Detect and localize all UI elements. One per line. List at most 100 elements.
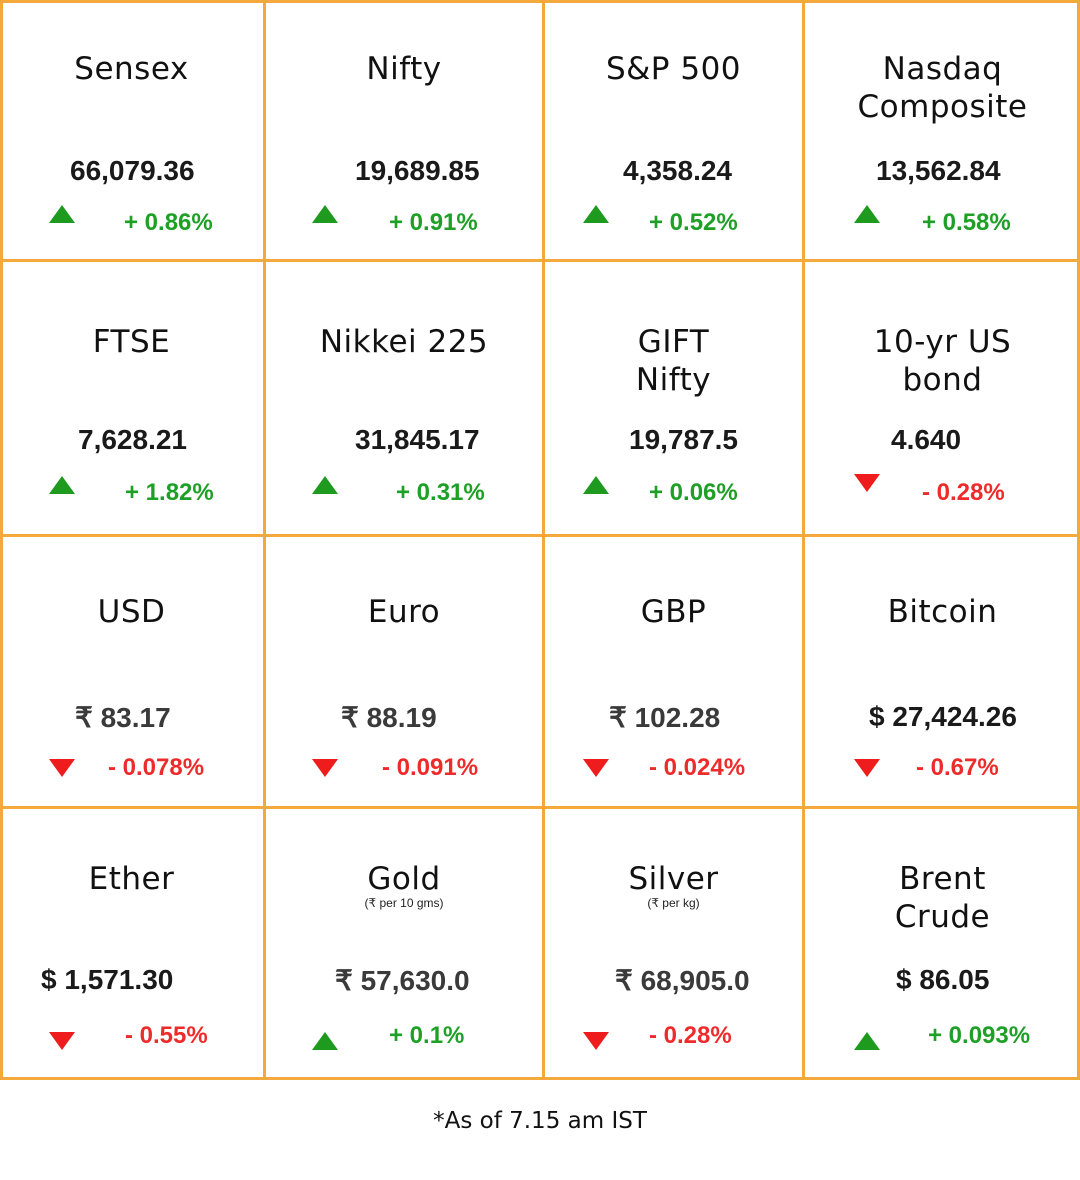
- cell-value: ₹ 102.28: [609, 702, 721, 733]
- cell-title-line: GBP: [640, 594, 707, 630]
- cell-value: 4,358.24: [623, 155, 732, 186]
- cell-value: $ 1,571.30: [41, 964, 174, 995]
- cell-title: FTSE: [0, 323, 263, 361]
- cell-change: + 0.06%: [649, 479, 738, 506]
- cell-title-line: 10-yr US: [873, 324, 1012, 360]
- cell-title: Nasdaq Composite: [805, 50, 1080, 126]
- cell-change: + 0.86%: [124, 209, 213, 236]
- up-arrow-icon: [583, 476, 609, 494]
- market-cell: Silver (₹ per kg) ₹ 68,905.0 - 0.28%: [545, 809, 805, 1080]
- cell-title-line: Crude: [894, 899, 991, 935]
- down-arrow-icon: [854, 759, 880, 777]
- cell-title: Ether: [0, 860, 263, 898]
- up-arrow-icon: [583, 205, 609, 223]
- market-cell: Brent Crude $ 86.05 + 0.093%: [805, 809, 1080, 1080]
- cell-change: - 0.28%: [922, 479, 1005, 506]
- cell-unit: (₹ per 10 gms): [364, 896, 444, 910]
- cell-title: Brent Crude: [805, 860, 1080, 936]
- cell-unit: (₹ per kg): [647, 896, 700, 910]
- cell-title-line: Silver: [628, 861, 719, 897]
- cell-title-line: bond: [902, 362, 983, 398]
- up-arrow-icon: [312, 1032, 338, 1050]
- up-arrow-icon: [49, 205, 75, 223]
- cell-title-line: Ether: [88, 861, 175, 897]
- cell-title-line: FTSE: [92, 324, 171, 360]
- up-arrow-icon: [312, 205, 338, 223]
- down-arrow-icon: [49, 759, 75, 777]
- cell-value: 19,689.85: [355, 155, 480, 186]
- cell-title-line: Bitcoin: [887, 594, 998, 630]
- cell-change: + 0.91%: [389, 209, 478, 236]
- cell-title: Bitcoin: [805, 593, 1080, 631]
- cell-title-line: USD: [97, 594, 166, 630]
- up-arrow-icon: [854, 1032, 880, 1050]
- cell-value: 31,845.17: [355, 424, 480, 455]
- market-cell: FTSE 7,628.21 + 1.82%: [0, 262, 266, 537]
- cell-value: 66,079.36: [70, 155, 195, 186]
- cell-change: - 0.28%: [649, 1022, 732, 1049]
- cell-value: 7,628.21: [78, 424, 187, 455]
- market-cell: Gold (₹ per 10 gms) ₹ 57,630.0 + 0.1%: [266, 809, 545, 1080]
- cell-title: Sensex: [0, 50, 263, 88]
- cell-title: GBP: [545, 593, 802, 631]
- cell-title: Nifty: [266, 50, 542, 88]
- market-cell: Nifty 19,689.85 + 0.91%: [266, 0, 545, 262]
- market-cell: Sensex 66,079.36 + 0.86%: [0, 0, 266, 262]
- up-arrow-icon: [312, 476, 338, 494]
- cell-change: + 1.82%: [125, 479, 214, 506]
- down-arrow-icon: [583, 1032, 609, 1050]
- cell-value: ₹ 83.17: [75, 702, 171, 733]
- cell-title-line: Sensex: [74, 51, 189, 87]
- cell-title: Nikkei 225: [266, 323, 542, 361]
- cell-title-line: Nasdaq: [882, 51, 1003, 87]
- cell-title-line: GIFT: [637, 324, 710, 360]
- cell-title-line: Nifty: [635, 362, 712, 398]
- down-arrow-icon: [49, 1032, 75, 1050]
- market-cell: Ether $ 1,571.30 - 0.55%: [0, 809, 266, 1080]
- cell-value: 19,787.5: [629, 424, 738, 455]
- cell-title-line: S&P 500: [605, 51, 742, 87]
- cell-change: - 0.091%: [382, 754, 479, 781]
- cell-value: ₹ 68,905.0: [615, 965, 750, 996]
- market-cell: Euro ₹ 88.19 - 0.091%: [266, 537, 545, 809]
- cell-title-line: Nikkei 225: [319, 324, 489, 360]
- market-cell: GBP ₹ 102.28 - 0.024%: [545, 537, 805, 809]
- down-arrow-icon: [854, 474, 880, 492]
- cell-title-line: Gold: [367, 861, 441, 897]
- cell-change: + 0.093%: [928, 1022, 1031, 1049]
- market-cell: GIFT Nifty 19,787.5 + 0.06%: [545, 262, 805, 537]
- cell-title-line: Composite: [857, 89, 1028, 125]
- cell-change: - 0.67%: [916, 754, 999, 781]
- cell-title: GIFT Nifty: [545, 323, 802, 399]
- cell-change: + 0.1%: [389, 1022, 465, 1049]
- cell-change: - 0.078%: [108, 754, 205, 781]
- cell-title: Silver: [545, 860, 802, 898]
- cell-title: USD: [0, 593, 263, 631]
- market-cell: S&P 500 4,358.24 + 0.52%: [545, 0, 805, 262]
- cell-title: S&P 500: [545, 50, 802, 88]
- cell-change: - 0.024%: [649, 754, 746, 781]
- cell-value: ₹ 57,630.0: [335, 965, 470, 996]
- cell-title-line: Euro: [367, 594, 441, 630]
- down-arrow-icon: [583, 759, 609, 777]
- cell-value: $ 86.05: [896, 964, 990, 995]
- cell-value: ₹ 88.19: [341, 702, 437, 733]
- cell-title-line: Nifty: [366, 51, 442, 87]
- up-arrow-icon: [854, 205, 880, 223]
- market-cell: USD ₹ 83.17 - 0.078%: [0, 537, 266, 809]
- cell-title: Euro: [266, 593, 542, 631]
- cell-title: 10-yr US bond: [805, 323, 1080, 399]
- cell-title-line: Brent: [899, 861, 986, 897]
- cell-change: + 0.52%: [649, 209, 738, 236]
- down-arrow-icon: [312, 759, 338, 777]
- cell-change: + 0.31%: [396, 479, 485, 506]
- up-arrow-icon: [49, 476, 75, 494]
- cell-value: 4.640: [891, 424, 962, 455]
- market-cell: Nikkei 225 31,845.17 + 0.31%: [266, 262, 545, 537]
- cell-value: 13,562.84: [876, 155, 1001, 186]
- market-cell: Nasdaq Composite 13,562.84 + 0.58%: [805, 0, 1080, 262]
- market-cell: 10-yr US bond 4.640 - 0.28%: [805, 262, 1080, 537]
- footnote: *As of 7.15 am IST: [433, 1108, 647, 1134]
- market-grid: Sensex 66,079.36 + 0.86% Nifty 19,689.85 + 0.…: [0, 0, 1080, 1080]
- market-cell: Bitcoin $ 27,424.26 - 0.67%: [805, 537, 1080, 809]
